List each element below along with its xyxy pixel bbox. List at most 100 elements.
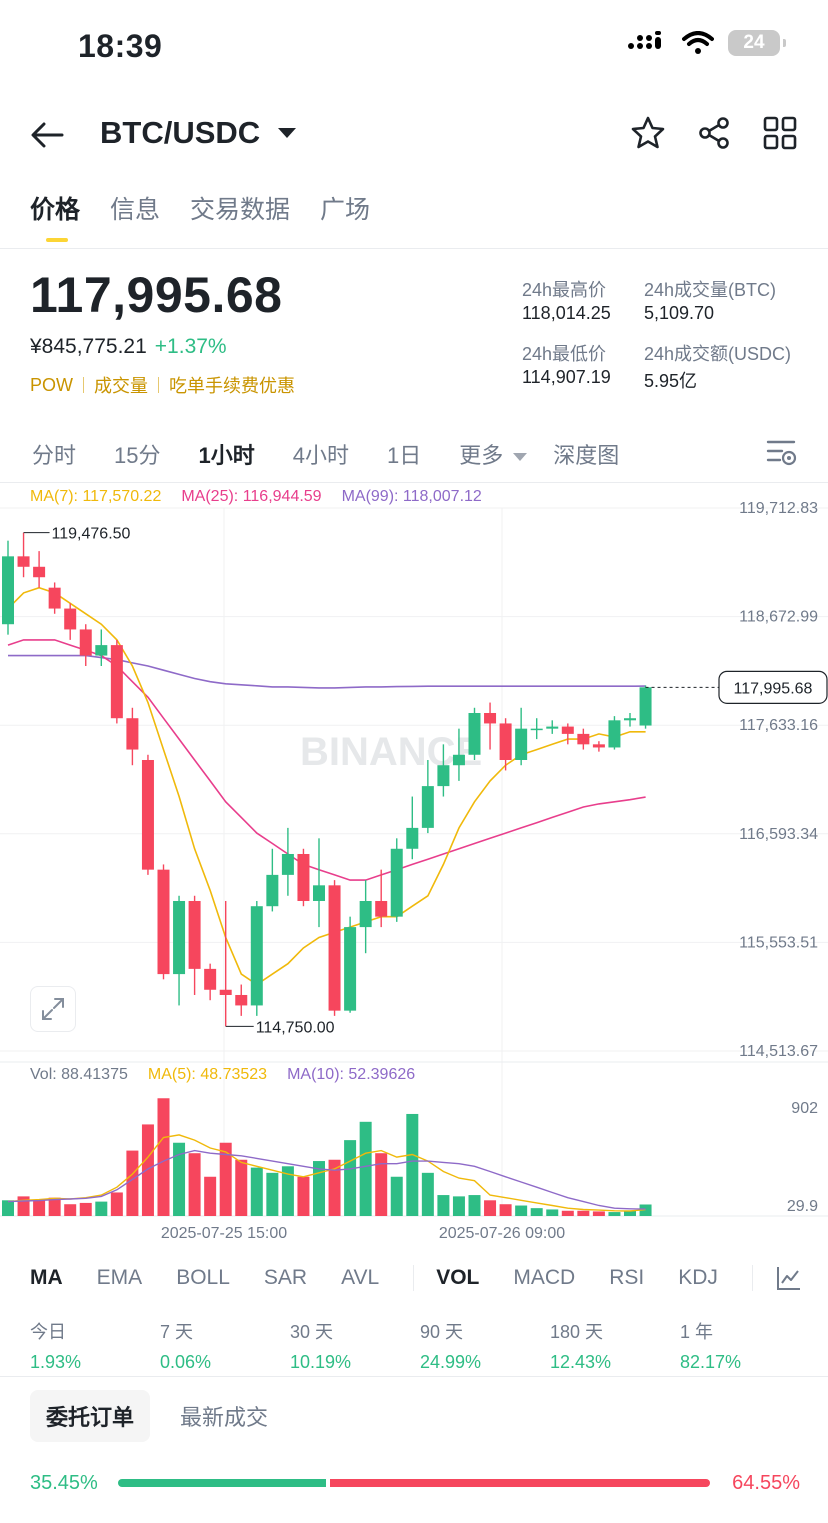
indicator-ma[interactable]: MA xyxy=(30,1266,63,1289)
candle-body xyxy=(592,744,605,748)
indicator-rsi[interactable]: RSI xyxy=(609,1266,645,1289)
indicator-avl[interactable]: AVL xyxy=(341,1266,380,1289)
vol-legend: Vol: 88.41375 MA(5): 48.73523 MA(10): 52… xyxy=(30,1066,415,1084)
main-tabs: 价格 信息 交易数据 广场 xyxy=(30,190,371,242)
candle-body xyxy=(437,765,450,787)
candle-body xyxy=(266,874,279,907)
volume-bar xyxy=(95,1201,108,1216)
indicator-chart-icon[interactable] xyxy=(775,1264,803,1292)
candle-body xyxy=(608,720,621,748)
interval-depth[interactable]: 深度图 xyxy=(553,443,620,468)
volume-bar xyxy=(561,1210,574,1216)
star-icon[interactable] xyxy=(630,115,666,151)
header: BTC/USDC xyxy=(0,105,828,165)
indicator-tabs: MA EMA BOLL SAR AVL VOL MACD RSI KDJ xyxy=(30,1264,803,1292)
chevron-down-icon xyxy=(513,453,528,462)
x-tick-label: 2025-07-25 15:00 xyxy=(161,1225,287,1242)
y-tick-label: 114,513.67 xyxy=(739,1043,818,1060)
pair-selector[interactable]: BTC/USDC xyxy=(100,115,297,151)
kline-chart[interactable]: BINANCE 119,712.83118,672.99117,633.1611… xyxy=(0,0,828,1250)
grid-menu-icon[interactable] xyxy=(762,115,798,151)
volume-bar xyxy=(297,1176,310,1216)
candle-body xyxy=(344,927,357,1011)
tag-pow[interactable]: POW xyxy=(30,374,73,395)
interval-timeline[interactable]: 分时 xyxy=(32,443,77,468)
interval-15m[interactable]: 15分 xyxy=(114,443,161,468)
candle-body xyxy=(624,718,636,721)
indicator-ema[interactable]: EMA xyxy=(96,1266,143,1289)
perf-value: 12.43% xyxy=(550,1352,612,1372)
high-value: 118,014.25 xyxy=(522,303,611,323)
high-label: 24h最高价 xyxy=(522,280,607,300)
volume-bar xyxy=(359,1121,372,1216)
volume-bar xyxy=(437,1195,450,1216)
interval-more-label: 更多 xyxy=(459,443,504,468)
candle-body xyxy=(452,754,465,766)
interval-more[interactable]: 更多 xyxy=(459,438,528,470)
buy-percent: 35.45% xyxy=(30,1471,98,1494)
perf-value: 10.19% xyxy=(290,1352,352,1372)
indicator-sar[interactable]: SAR xyxy=(263,1266,308,1289)
tag-volume[interactable]: 成交量 xyxy=(94,376,148,396)
indicator-macd[interactable]: MACD xyxy=(513,1266,576,1289)
chart-settings-icon[interactable] xyxy=(766,438,798,468)
volume-bar xyxy=(250,1167,263,1216)
divider xyxy=(0,482,828,483)
share-icon[interactable] xyxy=(696,115,732,151)
volume-bar xyxy=(468,1195,481,1216)
low-marker-label: 114,750.00 xyxy=(256,1019,335,1036)
tab-square[interactable]: 广场 xyxy=(320,196,371,224)
volume-bar xyxy=(344,1140,357,1216)
tag-fee-discount[interactable]: 吃单手续费优惠 xyxy=(169,376,295,396)
indicator-divider xyxy=(751,1265,753,1291)
candle-body xyxy=(577,733,590,745)
interval-1d[interactable]: 1日 xyxy=(387,443,422,468)
tab-info[interactable]: 信息 xyxy=(110,196,161,224)
tab-price[interactable]: 价格 xyxy=(30,190,80,242)
candle-body xyxy=(561,726,574,734)
tab-latest-trades[interactable]: 最新成交 xyxy=(180,1405,269,1430)
volume-bar xyxy=(421,1172,434,1216)
orderbook-tabs: 委托订单 最新成交 xyxy=(30,1390,268,1442)
candle-body xyxy=(126,718,139,750)
perf-value: 0.06% xyxy=(160,1352,212,1372)
tab-trading-data[interactable]: 交易数据 xyxy=(190,196,291,224)
back-arrow-icon[interactable] xyxy=(30,117,64,159)
volume-bar xyxy=(126,1150,139,1216)
vol-value: Vol: 88.41375 xyxy=(30,1066,128,1083)
y-tick-label: 116,593.34 xyxy=(739,826,818,843)
perf-today: 今日 1.93% xyxy=(30,1318,160,1373)
watermark-text: BINANCE xyxy=(300,730,482,774)
perf-7d: 7 天 0.06% xyxy=(160,1318,290,1373)
annotations: 119,476.50 114,750.00 117,995.68 xyxy=(23,526,828,1036)
volume-bar xyxy=(204,1176,217,1216)
performance-row: 今日 1.93% 7 天 0.06% 30 天 10.19% 90 天 24.99% 1… xyxy=(30,1318,810,1373)
indicator-boll[interactable]: BOLL xyxy=(176,1266,230,1289)
tab-order-book[interactable]: 委托订单 xyxy=(30,1390,151,1442)
candle-body xyxy=(530,728,543,731)
candle-body xyxy=(204,968,217,990)
interval-1h[interactable]: 1小时 xyxy=(198,443,255,468)
ma99-line xyxy=(8,654,646,689)
vol-usdc-label: 24h成交额(USDC) xyxy=(644,344,792,364)
indicator-kdj[interactable]: KDJ xyxy=(678,1266,718,1289)
price-cny: ¥845,775.21 +1.37% xyxy=(30,335,227,359)
expand-icon xyxy=(42,998,64,1020)
candle-body xyxy=(95,645,108,656)
tag-divider xyxy=(158,377,159,393)
candle-body xyxy=(406,827,419,849)
expand-button[interactable] xyxy=(30,986,76,1032)
indicator-vol[interactable]: VOL xyxy=(436,1266,480,1289)
candle-body xyxy=(546,726,559,729)
y-tick-label: 119,712.83 xyxy=(739,500,818,517)
perf-label: 180 天 xyxy=(550,1322,604,1342)
interval-4h[interactable]: 4小时 xyxy=(292,443,349,468)
vol-tick-label: 29.9 xyxy=(787,1198,818,1215)
vol-ma10-path xyxy=(7,1149,646,1210)
perf-label: 1 年 xyxy=(680,1322,714,1342)
candle-body xyxy=(639,687,652,726)
ma25-legend: MA(25): 116,944.59 xyxy=(181,488,322,505)
tag-divider xyxy=(83,377,84,393)
candle-body xyxy=(219,989,232,995)
wifi-icon xyxy=(682,31,714,54)
